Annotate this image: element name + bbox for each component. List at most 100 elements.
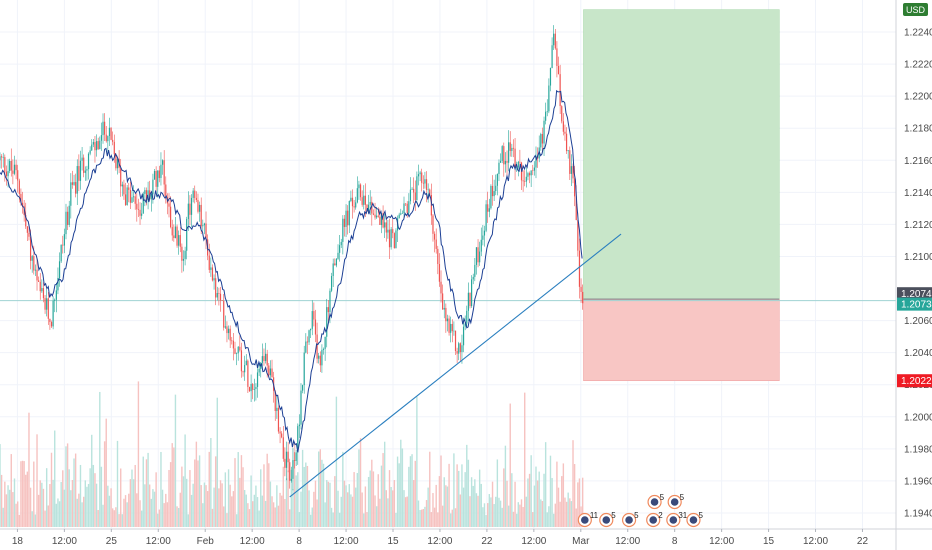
volume-bar xyxy=(120,468,122,527)
volume-bar xyxy=(161,489,164,527)
candle-body xyxy=(0,156,1,161)
price-axis-labels[interactable]: 1.22400 1.22200 1.22000 1.21800 1.21600 1.214… xyxy=(904,28,932,520)
volume-bar xyxy=(474,479,476,527)
candle-body xyxy=(574,178,576,197)
candle-body xyxy=(464,323,466,327)
volume-bar xyxy=(147,452,149,527)
volume-bar xyxy=(197,460,199,527)
volume-bar xyxy=(541,500,544,527)
candle-body xyxy=(559,74,561,107)
candle-body xyxy=(448,318,450,333)
price-tag xyxy=(897,287,932,301)
trendline-segment[interactable] xyxy=(289,233,622,498)
event-marker[interactable]: 5 xyxy=(667,493,685,510)
candle-body xyxy=(71,182,74,185)
event-marker[interactable]: 11 xyxy=(577,511,599,528)
volume-bar xyxy=(221,483,223,527)
candle-body xyxy=(361,197,363,205)
profit-zone[interactable] xyxy=(583,9,780,300)
candle-body xyxy=(160,164,162,178)
candle-body xyxy=(221,300,223,301)
volume-bar xyxy=(92,464,95,527)
volume-bar xyxy=(303,466,305,527)
volume-bar xyxy=(216,397,218,527)
candle-body xyxy=(496,174,498,186)
volume-bar xyxy=(65,446,67,527)
candle-body xyxy=(437,248,439,265)
volume-bar xyxy=(219,480,222,527)
volume-bar xyxy=(169,462,172,527)
volume-bar xyxy=(84,480,87,527)
volume-bar xyxy=(467,459,470,527)
event-marker[interactable]: 5 xyxy=(599,511,617,528)
volume-bar xyxy=(507,505,510,527)
candle-body xyxy=(435,239,437,249)
volume-bar xyxy=(205,485,207,527)
volume-bar xyxy=(95,483,98,527)
volume-bar xyxy=(131,469,133,527)
volume-bar xyxy=(382,453,384,527)
volume-bar xyxy=(231,496,233,527)
candle-body xyxy=(297,426,299,453)
volume-bar xyxy=(406,496,408,527)
candle-body xyxy=(137,209,140,210)
candle-body xyxy=(136,203,138,210)
event-marker[interactable]: 31 xyxy=(666,511,688,528)
time-tick-label: 12:00 xyxy=(803,536,828,547)
volume-bar xyxy=(416,396,418,527)
volume-bar xyxy=(309,514,312,527)
candle-body xyxy=(451,323,453,332)
event-marker-flag xyxy=(625,516,633,524)
candle-body xyxy=(413,188,415,193)
candle-body xyxy=(9,160,11,172)
event-marker[interactable]: 5 xyxy=(621,511,640,528)
candle-body xyxy=(184,250,186,259)
candle-body xyxy=(31,256,33,261)
event-marker[interactable]: 5 xyxy=(686,511,704,528)
volume-bar xyxy=(528,473,531,527)
volume-bar xyxy=(198,455,201,527)
volume-bar xyxy=(340,496,342,527)
volume-bar xyxy=(538,471,540,527)
volume-bar xyxy=(144,484,146,527)
event-marker[interactable]: 2 xyxy=(646,511,664,528)
candle-body xyxy=(81,157,83,161)
event-markers[interactable]: 11 5 5 2 31 5 5 5 xyxy=(577,493,704,528)
candle-body xyxy=(63,234,65,246)
candle-body xyxy=(549,68,552,86)
candle-body xyxy=(121,184,123,187)
price-tick-label: 1.22200 xyxy=(904,60,932,71)
candle-body xyxy=(517,161,519,168)
volume-bar xyxy=(280,495,283,527)
candle-body xyxy=(393,233,395,249)
volume-bar xyxy=(383,441,386,527)
price-tag-text: 1.20734 xyxy=(901,300,932,311)
volume-bar xyxy=(110,488,112,527)
trendline[interactable] xyxy=(289,233,622,498)
loss-zone[interactable] xyxy=(583,298,780,381)
candle-body xyxy=(52,300,54,327)
volume-bar xyxy=(385,490,387,527)
volume-bar xyxy=(422,509,425,527)
volume-bar xyxy=(557,487,560,527)
time-tick-label: 12:00 xyxy=(240,536,265,547)
volume-bar xyxy=(414,460,416,527)
candle-body xyxy=(239,346,241,351)
volume-bar xyxy=(437,512,439,527)
volume-bar xyxy=(62,470,64,527)
candle-body xyxy=(202,225,204,227)
candle-body xyxy=(403,203,405,213)
time-axis-labels[interactable]: 18 12:00 25 12:00 Feb 12:00 8 12:00 15 12:00 22 12:… xyxy=(12,529,869,547)
volume-bar xyxy=(287,470,289,527)
candle-body xyxy=(427,189,429,191)
currency-badge[interactable]: USD xyxy=(903,3,928,16)
candle-body xyxy=(290,478,292,481)
event-marker[interactable]: 5 xyxy=(647,493,665,510)
long-position-tool[interactable] xyxy=(583,9,780,381)
candle-body xyxy=(89,150,91,154)
candle-body xyxy=(21,202,24,206)
volume-bar xyxy=(152,489,154,527)
volume-bar xyxy=(177,507,180,527)
volume-bar xyxy=(12,492,14,527)
